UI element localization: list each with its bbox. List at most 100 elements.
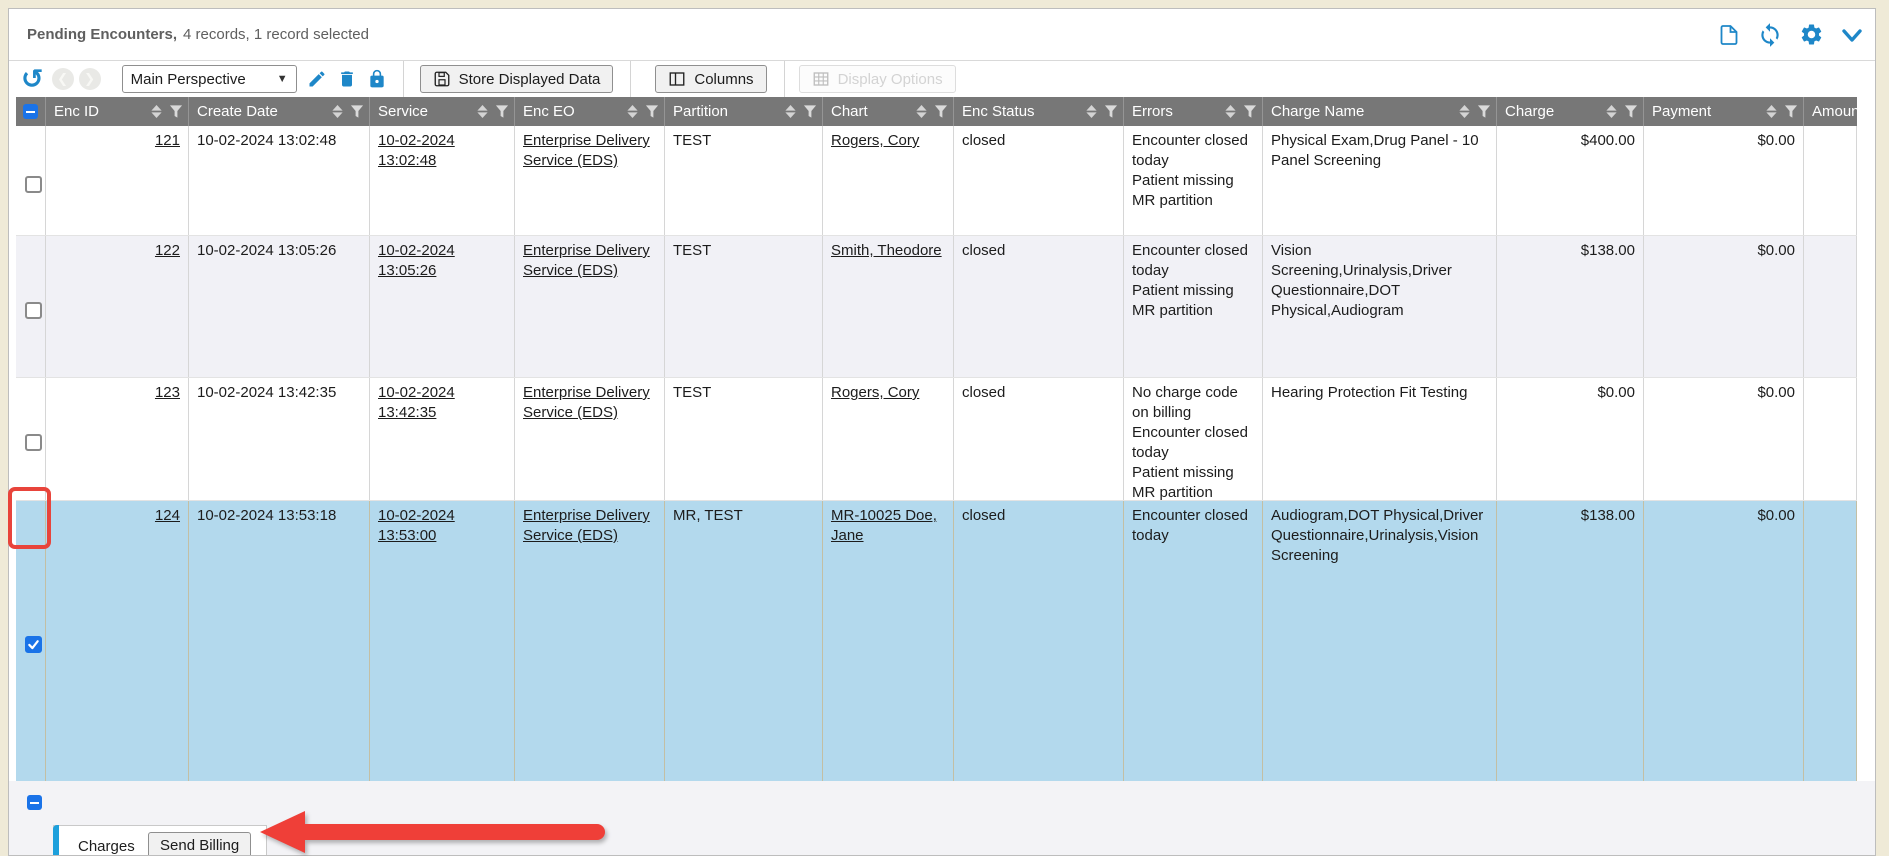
- charge-name-cell: Physical Exam,Drug Panel - 10 Panel Scre…: [1263, 126, 1497, 235]
- filter-icon: [934, 105, 948, 118]
- tab-charges[interactable]: Charges: [78, 838, 135, 855]
- row-checkbox[interactable]: [24, 434, 42, 451]
- enc-id-link[interactable]: 123: [154, 384, 180, 401]
- filter-icon: [1477, 105, 1491, 118]
- table-row[interactable]: 123 10-02-2024 13:42:35 10-02-2024 13:42…: [16, 378, 1857, 501]
- record-count-text: 4 records, 1 record selected: [183, 26, 369, 43]
- enc-eo-link[interactable]: Enterprise Delivery Service (EDS): [523, 242, 650, 279]
- col-header-enc-id[interactable]: Enc ID: [46, 97, 189, 126]
- send-billing-button[interactable]: Send Billing: [148, 832, 252, 855]
- enc-eo-link[interactable]: Enterprise Delivery Service (EDS): [523, 384, 650, 421]
- col-header-enc-eo[interactable]: Enc EO: [515, 97, 665, 126]
- display-options-button: Display Options: [798, 65, 956, 93]
- collapse-chevron-icon[interactable]: [1839, 22, 1865, 48]
- amount-cell: [1804, 126, 1857, 235]
- enc-status-cell: closed: [954, 501, 1124, 781]
- refresh-icon[interactable]: [1757, 22, 1783, 48]
- chart-link[interactable]: Rogers, Cory: [831, 132, 920, 149]
- col-header-payment[interactable]: Payment: [1644, 97, 1804, 126]
- active-tab-accent-bar: [53, 825, 59, 855]
- errors-cell: Encounter closed today: [1124, 501, 1263, 781]
- charges-tab-box: Charges Send Billing: [53, 825, 267, 855]
- table-body: 121 10-02-2024 13:02:48 10-02-2024 13:02…: [16, 126, 1857, 782]
- perspective-select[interactable]: Main Perspective ▼: [121, 65, 297, 93]
- filter-icon: [803, 105, 817, 118]
- delete-trash-icon[interactable]: [337, 69, 357, 89]
- service-link[interactable]: 10-02-2024 13:42:35: [378, 384, 455, 421]
- sort-icon: [1086, 105, 1097, 118]
- charge-name-cell: Vision Screening,Urinalysis,Driver Quest…: [1263, 236, 1497, 377]
- enc-eo-link[interactable]: Enterprise Delivery Service (EDS): [523, 507, 650, 544]
- create-date-cell: 10-02-2024 13:02:48: [189, 126, 370, 235]
- select-all-checkbox-cell: [16, 97, 46, 126]
- new-document-icon[interactable]: [1716, 22, 1742, 48]
- chart-link[interactable]: MR-10025 Doe, Jane: [831, 507, 937, 544]
- enc-status-cell: closed: [954, 126, 1124, 235]
- service-link[interactable]: 10-02-2024 13:02:48: [378, 132, 455, 169]
- table-row[interactable]: 122 10-02-2024 13:05:26 10-02-2024 13:05…: [16, 236, 1857, 378]
- col-header-service[interactable]: Service: [370, 97, 515, 126]
- sort-icon: [1766, 105, 1777, 118]
- service-link[interactable]: 10-02-2024 13:53:00: [378, 507, 455, 544]
- row-checkbox[interactable]: [24, 301, 42, 319]
- partition-cell: TEST: [665, 126, 823, 235]
- col-header-enc-status[interactable]: Enc Status: [954, 97, 1124, 126]
- sort-icon: [477, 105, 488, 118]
- col-header-chart[interactable]: Chart: [823, 97, 954, 126]
- filter-icon: [1104, 105, 1118, 118]
- lock-icon[interactable]: [367, 69, 387, 89]
- create-date-cell: 10-02-2024 13:53:18: [189, 501, 370, 781]
- filter-icon: [645, 105, 659, 118]
- nav-back-button[interactable]: ❮: [51, 68, 74, 90]
- select-all-checkbox[interactable]: [23, 104, 38, 119]
- table-row-selected[interactable]: 124 10-02-2024 13:53:18 10-02-2024 13:53…: [16, 501, 1857, 782]
- partition-cell: TEST: [665, 378, 823, 500]
- sort-icon: [627, 105, 638, 118]
- chart-link[interactable]: Rogers, Cory: [831, 384, 920, 401]
- col-header-create-date[interactable]: Create Date: [189, 97, 370, 126]
- create-date-cell: 10-02-2024 13:05:26: [189, 236, 370, 377]
- nav-forward-button[interactable]: ❯: [78, 68, 101, 90]
- col-header-errors[interactable]: Errors: [1124, 97, 1263, 126]
- edit-pencil-icon[interactable]: [307, 69, 327, 89]
- pending-encounters-table: Enc ID Create Date Service Enc EO Partit…: [16, 97, 1857, 782]
- toolbar: ↺ ❮ ❯ Main Perspective ▼ Store Displayed…: [9, 61, 1875, 97]
- settings-gear-icon[interactable]: [1798, 22, 1824, 48]
- payment-cell: $0.00: [1644, 378, 1804, 500]
- row-checkbox[interactable]: [24, 175, 42, 193]
- enc-eo-link[interactable]: Enterprise Delivery Service (EDS): [523, 132, 650, 169]
- payment-cell: $0.00: [1644, 501, 1804, 781]
- table-row[interactable]: 121 10-02-2024 13:02:48 10-02-2024 13:02…: [16, 126, 1857, 236]
- row-checkbox-checked[interactable]: [24, 636, 42, 653]
- title-bar: Pending Encounters, 4 records, 1 record …: [9, 9, 1875, 61]
- service-link[interactable]: 10-02-2024 13:05:26: [378, 242, 455, 279]
- payment-cell: $0.00: [1644, 236, 1804, 377]
- filter-icon: [1624, 105, 1638, 118]
- errors-cell: Encounter closed today Patient missing M…: [1124, 126, 1263, 235]
- filter-icon: [169, 105, 183, 118]
- charge-cell: $0.00: [1497, 378, 1644, 500]
- col-header-partition[interactable]: Partition: [665, 97, 823, 126]
- chart-link[interactable]: Smith, Theodore: [831, 242, 942, 259]
- toolbar-separator: [402, 61, 404, 97]
- enc-id-link[interactable]: 124: [154, 507, 180, 524]
- col-header-amount[interactable]: Amount: [1812, 103, 1857, 120]
- filter-icon: [495, 105, 509, 118]
- col-header-charge[interactable]: Charge: [1497, 97, 1644, 126]
- footer-select-all-checkbox[interactable]: [27, 795, 42, 810]
- charge-cell: $400.00: [1497, 126, 1644, 235]
- columns-button[interactable]: Columns: [655, 65, 767, 93]
- errors-cell: Encounter closed today Patient missing M…: [1124, 236, 1263, 377]
- enc-id-link[interactable]: 121: [154, 132, 180, 149]
- enc-status-cell: closed: [954, 378, 1124, 500]
- toolbar-separator: [783, 61, 785, 97]
- filter-icon: [1784, 105, 1798, 118]
- select-caret-icon: ▼: [276, 73, 288, 85]
- amount-cell: [1804, 378, 1857, 500]
- partition-cell: MR, TEST: [665, 501, 823, 781]
- store-displayed-data-button[interactable]: Store Displayed Data: [419, 65, 614, 93]
- undo-icon[interactable]: ↺: [21, 64, 44, 94]
- enc-id-link[interactable]: 122: [154, 242, 180, 259]
- col-header-charge-name[interactable]: Charge Name: [1263, 97, 1497, 126]
- filter-icon: [1243, 105, 1257, 118]
